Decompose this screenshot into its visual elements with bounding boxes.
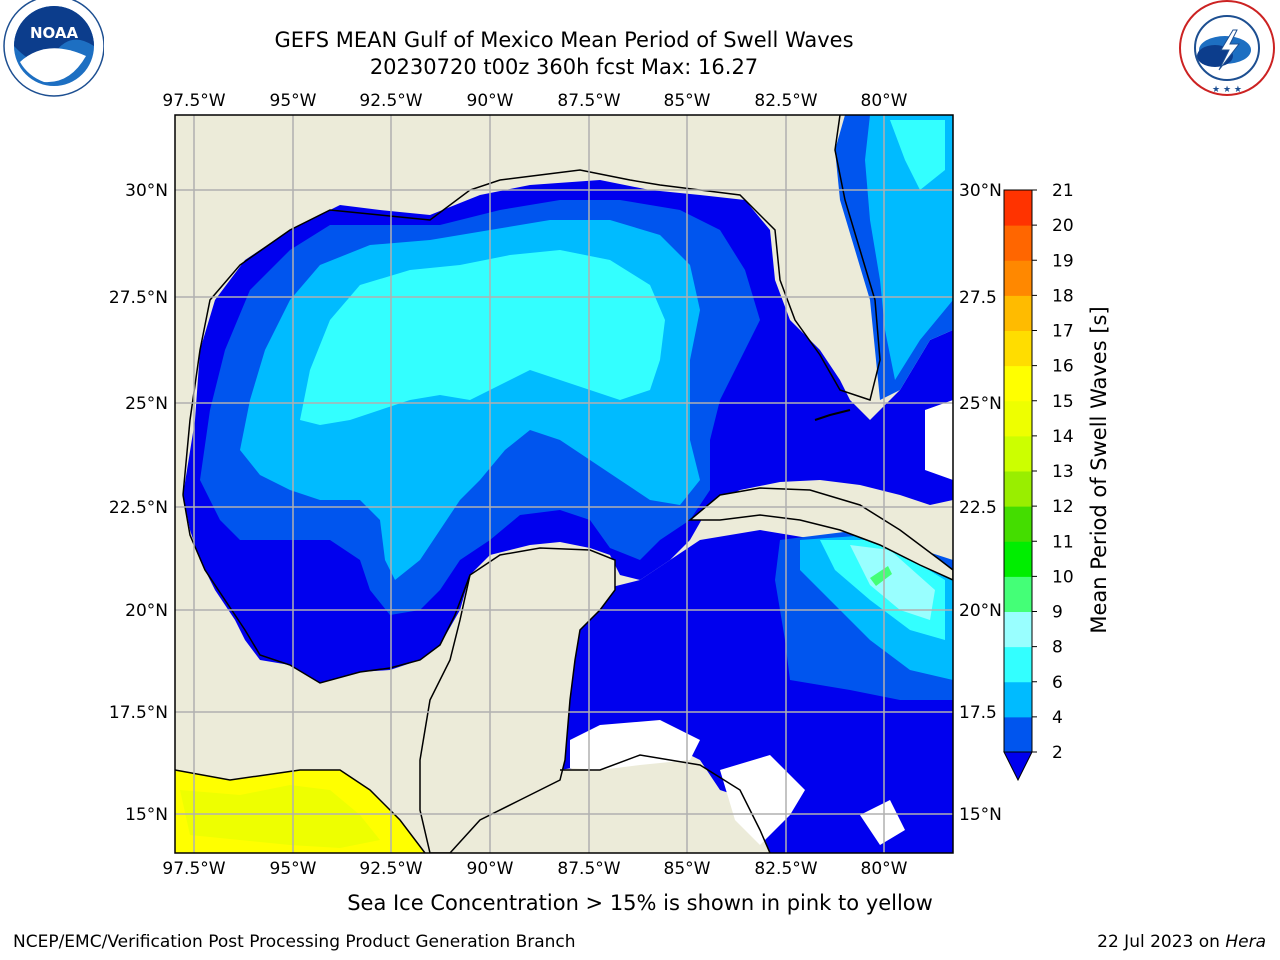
colorbar-segment (1004, 471, 1032, 507)
lat-tick-right: 30°N (959, 181, 1002, 201)
colorbar-segment (1004, 541, 1032, 577)
lat-tick-left: 30°N (125, 181, 168, 201)
lat-tick-right: 15°N (959, 805, 1002, 825)
central-america-coastline (560, 754, 771, 853)
noaa-logo: NOAA (3, 0, 104, 97)
colorbar-tick-label: 18 (1052, 286, 1074, 306)
map-frame (174, 114, 954, 854)
colorbar-segment (1004, 506, 1032, 542)
colorbar-tick-label: 19 (1052, 251, 1074, 271)
colorbar-segment (1004, 190, 1032, 226)
lon-tick-top: 80°W (861, 91, 908, 111)
nodata-patch (570, 720, 700, 770)
colorbar-segment (1004, 295, 1032, 331)
colorbar-tick-label: 17 (1052, 322, 1074, 342)
footer-host: Hera (1225, 932, 1266, 952)
lon-tick-top: 82.5°W (754, 91, 817, 111)
cuba-land (687, 487, 953, 581)
mexico-coastline (182, 494, 471, 684)
colorbar-tick-label: 8 (1052, 638, 1063, 658)
caribbean-band-8-9 (850, 545, 935, 620)
map-plot-area (175, 115, 953, 853)
lon-tick-top: 97.5°W (162, 91, 225, 111)
nodata-patch (720, 755, 805, 845)
colorbar-segment (1004, 260, 1032, 296)
lon-tick-bottom: 95°W (270, 859, 317, 879)
pacific-band-14-15 (180, 785, 380, 848)
pacific-coastline (175, 769, 426, 853)
lat-tick-right: 25°N (959, 394, 1002, 414)
colorbar-extend-arrow (1003, 751, 1033, 782)
lat-tick-right: 27.5 (959, 288, 997, 308)
colorbar-tick-label: 16 (1052, 357, 1074, 377)
gulf-coastline (182, 115, 881, 496)
lat-tick-right: 22.5 (959, 498, 997, 518)
colorbar-tick-label: 12 (1052, 497, 1074, 517)
caribbean-band-9-10 (870, 566, 892, 586)
lon-tick-top: 90°W (467, 91, 514, 111)
lat-tick-right: 17.5 (959, 703, 997, 723)
colorbar-segment (1004, 225, 1032, 261)
colorbar-segment (1004, 611, 1032, 648)
lat-tick-left: 22.5°N (109, 498, 168, 518)
footer-credit: NCEP/EMC/Verification Post Processing Pr… (13, 932, 576, 952)
colorbar-segment (1004, 330, 1032, 367)
atlantic-band-4-6 (865, 115, 953, 380)
colorbar-segment (1004, 400, 1032, 437)
lon-tick-bottom: 97.5°W (162, 859, 225, 879)
lon-tick-top: 87.5°W (557, 91, 620, 111)
chart-subtitle: 20230720 t00z 360h fcst Max: 16.27 (369, 55, 759, 79)
lat-tick-right: 20°N (959, 601, 1002, 621)
colorbar-tick-label: 9 (1052, 603, 1063, 623)
lat-tick-left: 25°N (125, 394, 168, 414)
colorbar-tick-label: 20 (1052, 216, 1074, 236)
colorbar-segment (1004, 716, 1032, 753)
colorbar-segment (1004, 576, 1032, 612)
lon-tick-top: 92.5°W (359, 91, 422, 111)
colorbar-segment (1004, 435, 1032, 472)
lon-tick-bottom: 80°W (861, 859, 908, 879)
colorbar: 2 4 6 8 9 10 11 12 13 14 15 16 17 18 19 20 21 (1003, 181, 1074, 782)
map-gridlines (175, 115, 953, 853)
lon-tick-top: 85°W (664, 91, 711, 111)
colorbar-tick-label: 13 (1052, 462, 1074, 482)
colorbar-label: Mean Period of Swell Waves [s] (1087, 306, 1111, 633)
lon-tick-bottom: 87.5°W (557, 859, 620, 879)
nodata-patch (860, 800, 905, 845)
lon-tick-bottom: 92.5°W (359, 859, 422, 879)
nws-logo: ★ ★ ★ (1177, 0, 1277, 98)
colorbar-tick-label: 15 (1052, 392, 1074, 412)
lon-tick-bottom: 90°W (467, 859, 514, 879)
colorbar-segment (1004, 646, 1032, 683)
svg-text:★ ★ ★: ★ ★ ★ (1212, 85, 1242, 95)
footer-date-text: 22 Jul 2023 on (1097, 932, 1226, 952)
sea-ice-note: Sea Ice Concentration > 15% is shown in … (347, 891, 933, 915)
florida-keys (814, 409, 851, 421)
colorbar-tick-label: 6 (1052, 673, 1063, 693)
lat-tick-left: 15°N (125, 805, 168, 825)
lat-tick-left: 27.5°N (109, 288, 168, 308)
footer-date: 22 Jul 2023 on Hera (1097, 932, 1266, 952)
atlantic-band-6-8 (890, 120, 945, 190)
lat-tick-left: 20°N (125, 601, 168, 621)
colorbar-tick-label: 21 (1052, 181, 1074, 201)
nodata-patch (925, 400, 953, 480)
colorbar-tick-label: 14 (1052, 427, 1074, 447)
colorbar-segment (1004, 365, 1032, 402)
colorbar-tick-label: 4 (1052, 708, 1063, 728)
colorbar-segment (1004, 681, 1032, 718)
chart-title: GEFS MEAN Gulf of Mexico Mean Period of … (274, 28, 854, 52)
map-tick-labels: 97.5°W 97.5°W 95°W 95°W 92.5°W 92.5°W 90°W 90°W… (109, 91, 1002, 879)
lon-tick-bottom: 82.5°W (754, 859, 817, 879)
colorbar-tick-label: 2 (1052, 743, 1063, 763)
lat-tick-left: 17.5°N (109, 703, 168, 723)
colorbar-tick-label: 11 (1052, 532, 1074, 552)
colorbar-tick-label: 10 (1052, 567, 1074, 587)
lon-tick-top: 95°W (270, 91, 317, 111)
noaa-logo-text: NOAA (30, 24, 79, 42)
lon-tick-bottom: 85°W (664, 859, 711, 879)
